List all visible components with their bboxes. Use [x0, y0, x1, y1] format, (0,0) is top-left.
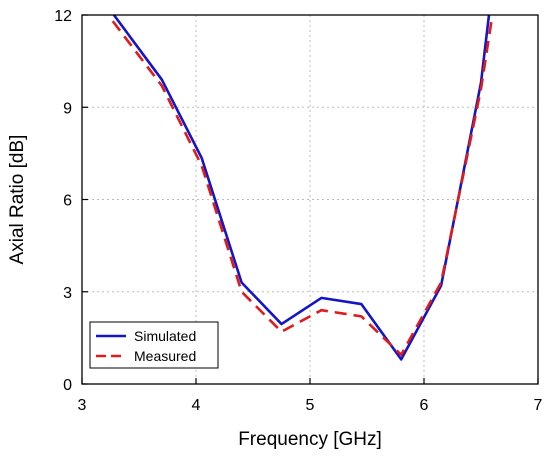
y-axis-label: Axial Ratio [dB]: [7, 135, 28, 265]
y-tick-label: 6: [63, 193, 72, 210]
series-line-measured: [111, 14, 494, 357]
y-tick-label: 0: [63, 377, 72, 394]
x-tick-label: 3: [78, 397, 87, 414]
x-tick-label: 4: [192, 397, 201, 414]
x-tick-label: 6: [420, 397, 429, 414]
y-tick-label: 12: [54, 8, 72, 25]
grid-lines: [82, 15, 538, 384]
y-tick-label: 3: [63, 285, 72, 302]
legend-box: [89, 321, 219, 369]
legend: Simulated Measured: [89, 321, 219, 369]
x-tick-label: 7: [534, 397, 543, 414]
y-tick-label: 9: [63, 100, 72, 117]
x-axis-label: Frequency [GHz]: [238, 429, 382, 450]
legend-label-measured: Measured: [134, 348, 196, 364]
legend-label-simulated: Simulated: [134, 328, 196, 344]
x-tick-label: 5: [306, 397, 315, 414]
series-lines: [111, 14, 494, 361]
series-line-simulated: [112, 14, 491, 361]
